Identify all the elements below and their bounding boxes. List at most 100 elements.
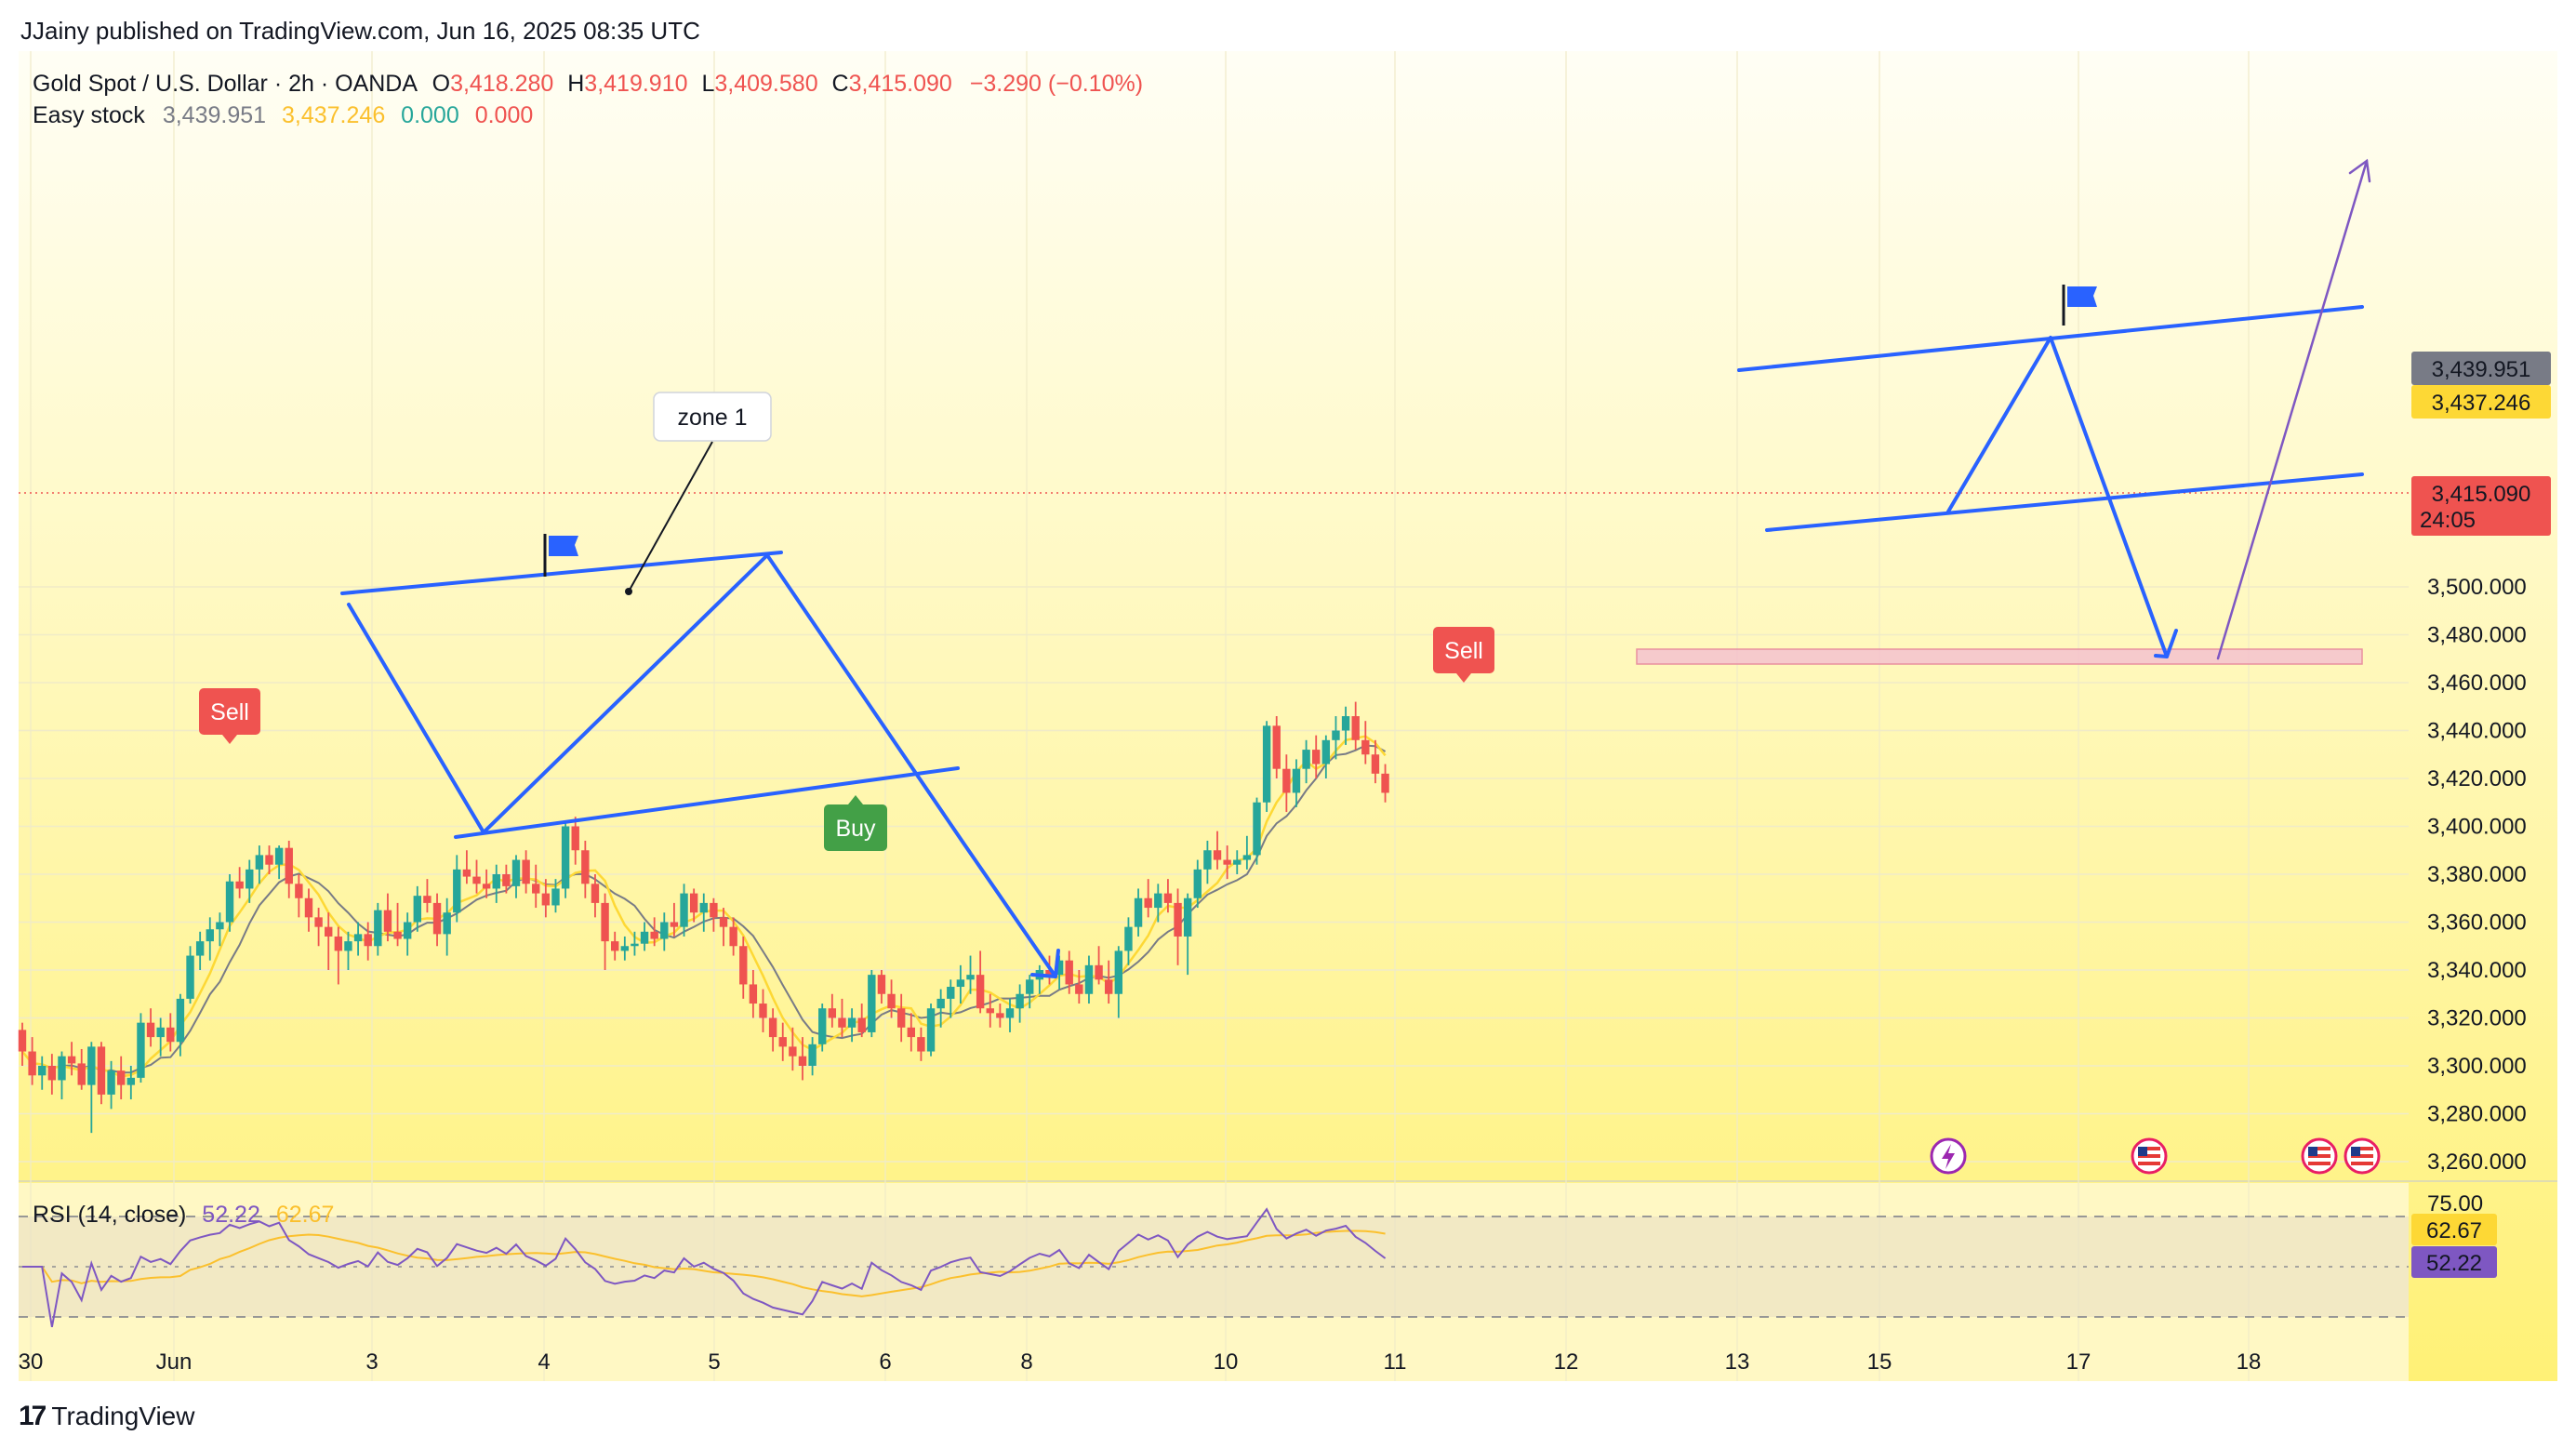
candle-body	[976, 975, 985, 1009]
x-tick-label: Jun	[156, 1349, 193, 1375]
candle-body	[917, 1037, 925, 1052]
tradingview-logo[interactable]: 17 TradingView	[19, 1401, 194, 1432]
candle-body	[1321, 739, 1331, 764]
y-tick-label: 3,500.000	[2427, 575, 2527, 600]
candle-body	[166, 1027, 175, 1043]
lightning-icon[interactable]	[1930, 1137, 1967, 1175]
candle-body	[1016, 993, 1024, 1009]
rsi-pane[interactable]: RSI (14, close) 52.22 62.67 75.00 62.67 …	[19, 1191, 2497, 1327]
zone-callout-label: zone 1	[677, 405, 747, 431]
candle-body	[551, 888, 560, 906]
rsi-legend-value: 52.22	[202, 1202, 260, 1228]
legend-symbol: Gold Spot / U.S. Dollar · 2h · OANDA	[33, 71, 418, 97]
badge-ind2: 3,437.246	[2432, 391, 2531, 416]
candle-body	[1312, 750, 1321, 764]
y-axis[interactable]: 3,260.000 3,280.000 3,300.000 3,320.000 3,34…	[2427, 575, 2527, 1175]
candle-body	[956, 979, 965, 988]
candle-body	[1055, 960, 1064, 976]
sell-signal-pointer	[222, 735, 237, 744]
candle-body	[423, 896, 432, 903]
arrowhead-1	[1030, 949, 1060, 978]
y-tick-label: 3,400.000	[2427, 815, 2527, 840]
candle-body	[1302, 750, 1310, 769]
candle-body	[1084, 964, 1094, 994]
y-tick-label: 3,320.000	[2427, 1006, 2527, 1031]
y-tick-label: 3,340.000	[2427, 958, 2527, 983]
candle-body	[1005, 1008, 1015, 1018]
candle-body	[1193, 869, 1202, 898]
candle-body	[492, 874, 500, 889]
candle-body	[808, 1044, 817, 1066]
candle-body	[255, 855, 264, 870]
rsi-legend[interactable]: RSI (14, close) 52.22 62.67	[33, 1202, 334, 1228]
candle-body	[1134, 897, 1143, 927]
bullish-projection[interactable]	[2216, 158, 2371, 660]
grid	[19, 51, 2409, 1381]
candle-body	[1026, 979, 1034, 994]
sell-signal-box	[199, 688, 260, 735]
arrowhead-2	[2154, 629, 2178, 658]
candle-body	[532, 884, 540, 894]
sell-signal[interactable]: Sell	[199, 688, 260, 744]
x-tick-label: 3	[365, 1349, 378, 1375]
candle-body	[1203, 850, 1212, 870]
buy-signal-label: Buy	[835, 816, 876, 842]
candle-body	[1381, 773, 1389, 793]
flag-icon[interactable]	[2062, 285, 2097, 326]
candles	[18, 701, 1389, 1134]
candle-body	[511, 859, 521, 886]
candle-body	[966, 975, 975, 980]
candle-body	[1361, 739, 1370, 755]
candle-body	[670, 922, 679, 927]
y-tick-label: 3,300.000	[2427, 1054, 2527, 1079]
tradingview-logo-text: TradingView	[51, 1402, 195, 1430]
channel-1-bottom-line[interactable]	[454, 766, 960, 839]
badge-ind1: 3,439.951	[2432, 357, 2531, 382]
x-tick-label: 10	[1214, 1349, 1239, 1375]
candle-body	[393, 931, 402, 939]
candle-body	[571, 826, 579, 851]
sell-signal[interactable]: Sell	[1433, 627, 1494, 683]
candle-body	[620, 946, 630, 951]
x-axis[interactable]: 30 Jun 3 4 5 6 8 10 11 12 13 15 17 18	[19, 1349, 2262, 1375]
candle-body	[828, 1008, 837, 1018]
candle-body	[996, 1013, 1004, 1018]
candle-body	[947, 987, 955, 999]
candle-body	[18, 1030, 27, 1052]
candle-body	[432, 902, 442, 935]
candle-body	[176, 998, 185, 1043]
zone-callout-box[interactable]	[653, 392, 772, 442]
candle-body	[749, 984, 758, 1004]
y-tick-label: 3,360.000	[2427, 911, 2527, 936]
legend-c-label: C	[832, 71, 849, 97]
channel-2-projection[interactable]	[1946, 336, 2169, 658]
demand-zone[interactable]	[1636, 648, 2363, 665]
flag-icon[interactable]	[543, 534, 578, 577]
candle-body	[482, 884, 491, 889]
candle-body	[650, 931, 658, 939]
candle-body	[1095, 964, 1103, 980]
legend-indicator-line[interactable]: Easy stock 3,439.951 3,437.246 0.000 0.0…	[33, 102, 533, 128]
buy-signal[interactable]: Buy	[824, 795, 887, 851]
legend-ohlc-line[interactable]: Gold Spot / U.S. Dollar · 2h · OANDA O3,…	[33, 71, 1143, 97]
candle-body	[680, 893, 688, 927]
pattern-drawings[interactable]	[340, 305, 2364, 978]
legend-h-value: 3,419.910	[584, 71, 687, 97]
candle-body	[857, 1017, 866, 1032]
candle-body	[403, 922, 412, 939]
y-tick-label: 3,260.000	[2427, 1150, 2527, 1175]
legend-ind-value-4: 0.000	[475, 102, 534, 128]
channel-1-zigzag[interactable]	[347, 553, 1057, 978]
candle-body	[117, 1070, 126, 1085]
bullish-projection-line[interactable]	[2216, 159, 2369, 660]
candle-body	[295, 884, 303, 898]
arrowhead-3	[2348, 158, 2371, 183]
x-tick-label: 30	[19, 1349, 44, 1375]
us-flag-icon[interactable]	[2301, 1137, 2338, 1175]
us-flag-icon[interactable]	[2344, 1137, 2381, 1175]
channel-2-bottom-line[interactable]	[1765, 472, 2364, 532]
candle-body	[581, 850, 590, 884]
legend-ind-value-1: 3,439.951	[163, 102, 266, 128]
us-flag-icon[interactable]	[2131, 1137, 2168, 1175]
channel-1-top-line[interactable]	[340, 551, 783, 595]
